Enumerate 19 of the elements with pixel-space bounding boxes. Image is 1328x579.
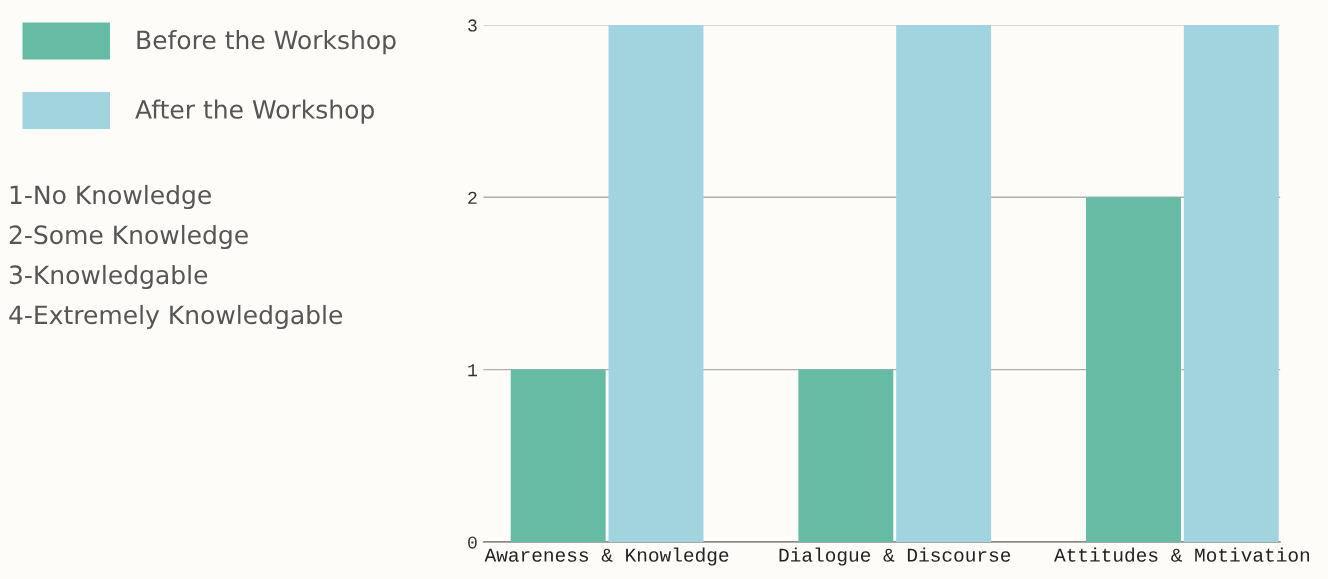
text: 2-Some Knowledge (9, 224, 248, 250)
y-tick-label: 3 (468, 19, 477, 32)
x-tick-label: Awareness & Knowledge (484, 547, 729, 566)
x-tick-label: Dialogue & Discourse (779, 547, 1011, 566)
bar (1086, 197, 1181, 542)
bar (1183, 24, 1279, 542)
y-tick-label: 0 (468, 536, 477, 549)
legend-label: After the Workshop (135, 99, 374, 124)
legend-label: Before the Workshop (137, 30, 396, 55)
y-tick-label: 1 (468, 364, 477, 377)
text: 3-Knowledgable (9, 264, 208, 290)
bar (608, 24, 704, 542)
bar (510, 369, 606, 542)
text: 4-Extremely Knowledgable (9, 304, 343, 330)
y-tick-label: 2 (468, 191, 477, 204)
bar (798, 369, 894, 542)
bar (896, 24, 992, 542)
text: 1-No Knowledge (10, 184, 211, 210)
x-tick-label: Attitudes & Motivation (1054, 547, 1310, 562)
